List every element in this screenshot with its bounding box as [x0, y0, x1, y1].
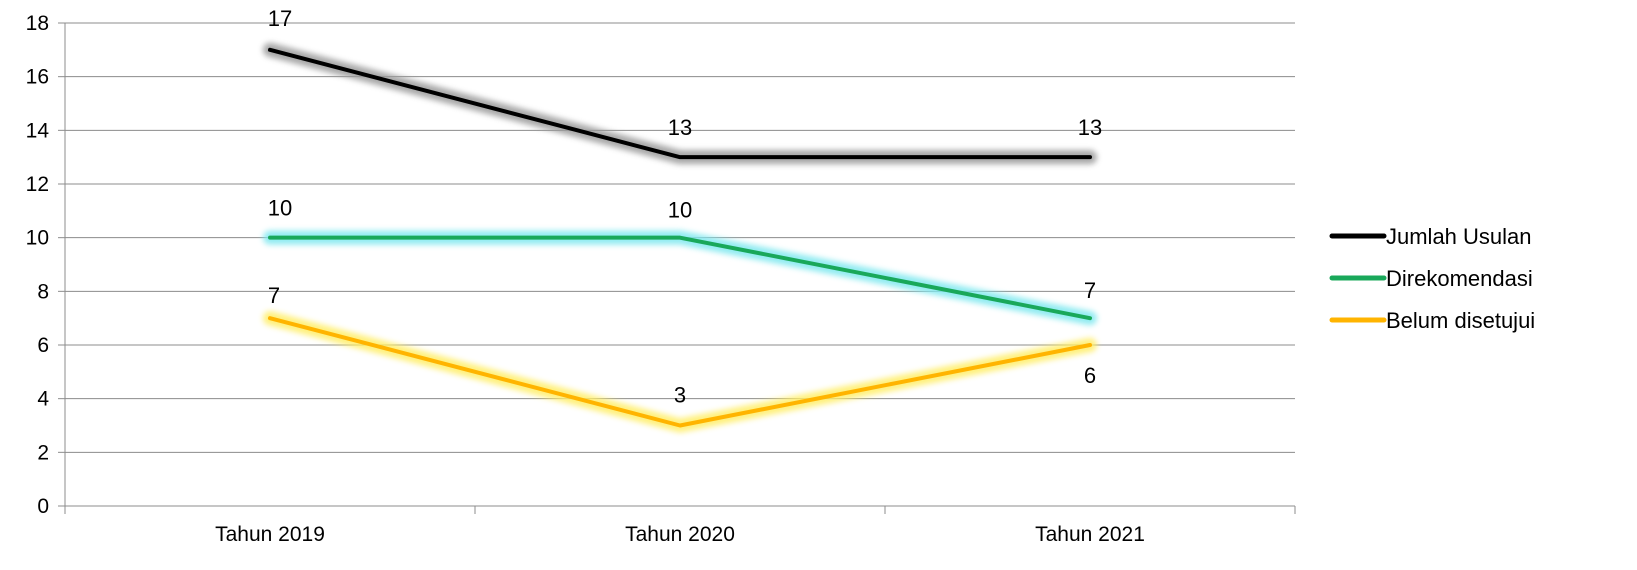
- y-tick-label: 0: [37, 495, 49, 518]
- data-labels: 17 13 13 10 10 7 7 3 6: [268, 6, 1102, 408]
- y-tick-label: 4: [37, 388, 49, 411]
- data-label: 10: [268, 196, 292, 221]
- series-line: [268, 235, 1092, 321]
- data-label: 3: [674, 383, 686, 408]
- series-glow: [263, 42, 1097, 165]
- legend-item: Direkomendasi: [1329, 266, 1533, 291]
- series-glow: [263, 230, 1097, 326]
- y-tick-label: 12: [26, 173, 49, 196]
- y-tick-label: 2: [37, 441, 49, 464]
- legend-label: Direkomendasi: [1386, 266, 1533, 291]
- data-label: 7: [1084, 278, 1096, 303]
- y-tick-label: 8: [37, 280, 49, 303]
- data-label: 10: [668, 198, 692, 223]
- data-label: 13: [1078, 115, 1102, 140]
- data-label: 13: [668, 115, 692, 140]
- legend-label: Jumlah Usulan: [1386, 224, 1532, 249]
- series-glow: [263, 311, 1097, 433]
- y-tick-label: 14: [26, 119, 50, 142]
- x-tick-label: Tahun 2020: [625, 523, 735, 546]
- y-tick-label: 18: [26, 12, 49, 35]
- x-tick-label: Tahun 2021: [1035, 523, 1145, 546]
- y-tick-label: 10: [26, 227, 49, 250]
- data-label: 7: [268, 283, 280, 308]
- y-tick-label: 16: [26, 66, 49, 89]
- x-tick-label: Tahun 2019: [215, 523, 325, 546]
- legend-label: Belum disetujui: [1386, 308, 1535, 333]
- legend: Jumlah Usulan Direkomendasi Belum disetuju…: [1329, 224, 1535, 333]
- data-label: 17: [268, 6, 292, 31]
- y-tick-label: 6: [37, 334, 49, 357]
- legend-item: Jumlah Usulan: [1329, 224, 1532, 249]
- series-line: [268, 47, 1092, 160]
- series-lines: [263, 42, 1097, 433]
- series-line: [268, 316, 1092, 428]
- axes: 0 2 4 6 8 10 12 14 16 18 Tahun 2019 Tahun 2020 Tahun…: [26, 12, 1296, 546]
- legend-item: Belum disetujui: [1329, 308, 1535, 333]
- data-label: 6: [1084, 363, 1096, 388]
